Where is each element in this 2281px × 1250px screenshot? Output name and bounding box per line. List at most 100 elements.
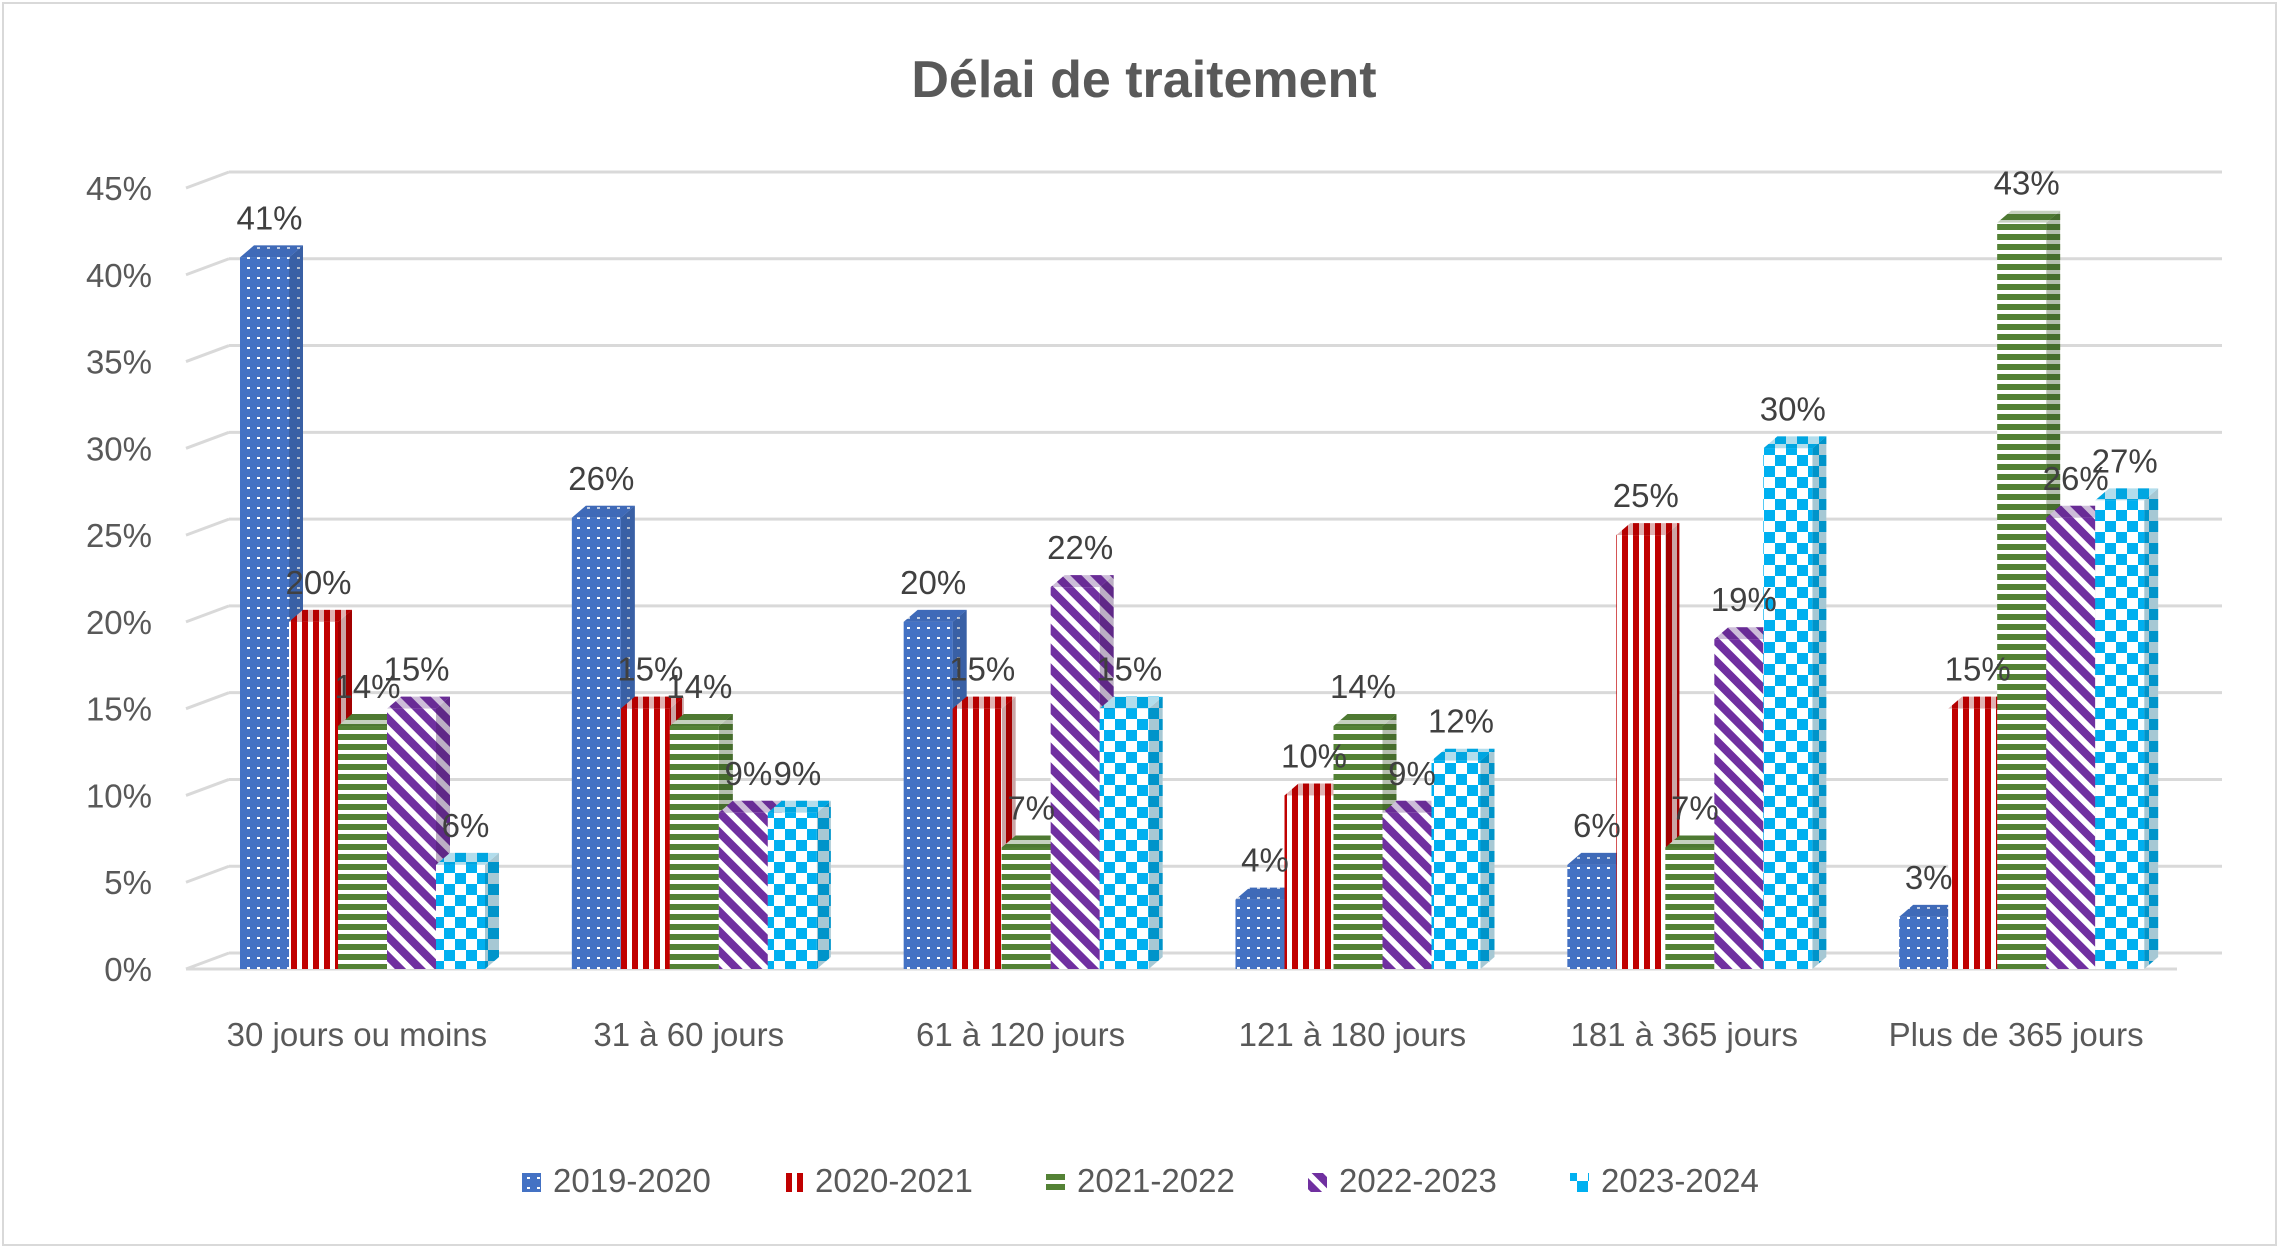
bar-top	[571, 505, 635, 518]
data-label: 26%	[2043, 460, 2109, 497]
bar-top	[2095, 488, 2159, 501]
bar-top-shade	[1050, 575, 1114, 588]
legend-label: 2021-2022	[1077, 1162, 1235, 1199]
data-label: 15%	[949, 651, 1015, 688]
bar-top	[669, 714, 733, 727]
gridline-side	[185, 778, 230, 797]
bar-top	[1899, 904, 1963, 917]
bar-top-shade	[1665, 835, 1729, 848]
bar-top-shade	[571, 505, 635, 518]
bar-top	[1099, 696, 1163, 709]
data-label: 12%	[1428, 703, 1494, 740]
bar-front	[289, 621, 338, 969]
bar-top-shade	[387, 696, 450, 709]
data-label: 43%	[1994, 165, 2060, 202]
bar-top	[1665, 835, 1729, 848]
bar-front	[1333, 726, 1383, 969]
bar-side	[1812, 436, 1827, 969]
data-label: 7%	[1007, 790, 1055, 827]
bar-side-shade	[1812, 436, 1827, 969]
bar	[2095, 488, 2159, 969]
data-label: 9%	[724, 755, 772, 792]
bar-front	[1567, 864, 1617, 969]
bar-top-shade	[289, 609, 352, 622]
data-label: 20%	[285, 564, 351, 601]
y-tick-label: 25%	[86, 517, 152, 554]
bar-top	[1050, 575, 1114, 588]
y-tick-label: 10%	[86, 777, 152, 814]
data-labels: 41%20%14%15%6%26%15%14%9% 9%20%15%7%22%15…	[236, 165, 2157, 896]
gridline-side	[185, 257, 230, 277]
bar-top	[718, 800, 782, 813]
x-axis: 30 jours ou moins 31 à 60 jours 61 à 120 j…	[227, 1016, 2144, 1053]
bar	[767, 800, 831, 969]
bar-front	[1665, 847, 1715, 969]
x-tick-label: Plus de 365 jours	[1889, 1016, 2144, 1053]
data-label: 4%	[1241, 842, 1289, 879]
bar-front	[1899, 916, 1949, 969]
gridline-side	[185, 691, 230, 711]
legend-label: 2023-2024	[1601, 1162, 1759, 1199]
bar-front	[903, 621, 953, 969]
bar-top-shade	[1899, 904, 1963, 917]
bar-top	[1567, 852, 1631, 865]
bar-front	[1235, 899, 1285, 969]
x-tick-label: 61 à 120 jours	[916, 1016, 1125, 1053]
gridline-side	[185, 517, 230, 537]
bar	[1099, 696, 1163, 969]
bar-top	[2046, 505, 2110, 518]
bar-side	[2144, 488, 2159, 969]
bar-top	[436, 852, 499, 865]
bar-front	[1382, 812, 1432, 969]
bar-top	[289, 609, 352, 622]
bar-top	[1431, 748, 1495, 761]
bar-front	[571, 517, 621, 969]
legend-item: 2022-2023	[1308, 1162, 1497, 1199]
bar-top-shade	[952, 696, 1016, 709]
bar-top-shade	[436, 852, 499, 865]
data-label: 10%	[1281, 737, 1347, 774]
gridlines	[185, 170, 2222, 971]
data-label: 15%	[1945, 651, 2011, 688]
bar-front	[1284, 795, 1334, 969]
y-tick-label: 30%	[86, 430, 152, 467]
legend-item: 2023-2024	[1570, 1162, 1759, 1199]
bar-chart: Délai de traitement 0% 5% 10% 15% 20% 25% 30% 3…	[86, 51, 2222, 1199]
data-label: 15%	[617, 651, 683, 688]
data-label: 14%	[666, 668, 732, 705]
gridline-side	[185, 170, 230, 190]
bar-top	[1763, 436, 1827, 449]
bar-top-shade	[2095, 488, 2159, 501]
data-label: 27%	[2092, 442, 2158, 479]
gridline-side	[185, 604, 230, 624]
gridline-side	[185, 864, 230, 884]
y-axis: 0% 5% 10% 15% 20% 25% 30% 35% 40% 45%	[86, 170, 2177, 988]
bar	[1431, 748, 1495, 969]
data-label: 25%	[1613, 477, 1679, 514]
legend-swatch	[522, 1173, 541, 1192]
y-tick-label: 0%	[104, 951, 152, 988]
bar-top-shade	[338, 714, 401, 727]
data-label: 6%	[442, 807, 490, 844]
bar-top-shade	[2046, 505, 2110, 518]
x-tick-label: 30 jours ou moins	[227, 1016, 487, 1053]
bar-top	[240, 245, 303, 258]
y-tick-label: 20%	[86, 604, 152, 641]
bar-side-shade	[485, 852, 499, 969]
x-tick-label: 181 à 365 jours	[1570, 1016, 1798, 1053]
bar-top	[338, 714, 401, 727]
chart-title: Délai de traitement	[911, 51, 1376, 109]
bar-top-shade	[1431, 748, 1495, 761]
data-label: 14%	[1330, 668, 1396, 705]
bar-front	[1948, 708, 1998, 969]
data-label: 14%	[334, 668, 400, 705]
bar-top	[1714, 627, 1778, 640]
legend-label: 2020-2021	[815, 1162, 973, 1199]
legend-swatch	[784, 1173, 803, 1192]
bar-side-shade	[1148, 696, 1163, 969]
legend-swatch	[1046, 1173, 1065, 1192]
legend-label: 2022-2023	[1339, 1162, 1497, 1199]
bar-side-shade	[2144, 488, 2159, 969]
data-label: 19%	[1711, 581, 1777, 618]
bar-front	[669, 726, 719, 969]
